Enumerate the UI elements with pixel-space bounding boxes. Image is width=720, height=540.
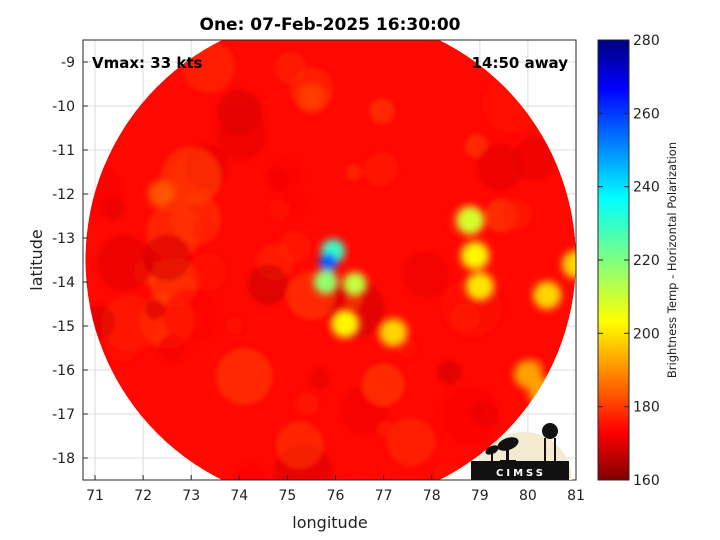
y-tick-label: -10 <box>52 99 75 115</box>
texture-blob <box>191 217 218 244</box>
texture-blob <box>440 386 499 445</box>
texture-blob <box>512 136 557 182</box>
y-axis-ticks: -9 -10 -11 -12 -13 -14 -15 -16 -17 -18 <box>52 55 88 467</box>
colorbar-ticks: 160 180 200 220 240 260 280 <box>598 33 660 489</box>
texture-blob <box>162 287 219 344</box>
feature-point <box>319 253 338 272</box>
texture-blob <box>269 198 290 220</box>
x-tick-label: 73 <box>182 488 200 504</box>
texture-blob <box>464 134 488 158</box>
x-tick-label: 77 <box>375 488 393 504</box>
feature-point <box>456 206 485 235</box>
texture-blob <box>386 417 436 467</box>
time-away-annotation: 14:50 away <box>472 54 569 72</box>
y-tick-label: -13 <box>52 231 75 247</box>
y-tick-label: -15 <box>52 319 75 335</box>
texture-blob <box>345 292 363 310</box>
texture-blob <box>402 251 450 299</box>
texture-blob <box>157 334 186 363</box>
texture-blob <box>345 164 362 181</box>
texture-blob <box>295 392 319 416</box>
swath-layer <box>85 40 576 480</box>
texture-blob <box>226 316 244 334</box>
feature-point <box>313 270 338 294</box>
texture-blob <box>276 421 324 469</box>
y-tick-label: -11 <box>52 143 75 159</box>
texture-blob <box>369 98 395 124</box>
colorbar-label: Brightness Temp - Horizontal Polarizatio… <box>665 142 679 378</box>
colorbar-tick-label: 200 <box>633 326 660 342</box>
feature-point <box>331 309 360 338</box>
colorbar-tick-label: 180 <box>633 400 660 416</box>
feature-point <box>379 318 408 347</box>
feature-point <box>297 83 326 112</box>
texture-blob <box>437 360 462 385</box>
x-tick-label: 81 <box>567 488 585 504</box>
y-tick-label: -16 <box>52 363 75 379</box>
y-tick-label: -18 <box>52 451 75 467</box>
chart-title: One: 07-Feb-2025 16:30:00 <box>200 15 461 35</box>
texture-blob <box>101 294 159 352</box>
axes-frame <box>82 39 577 481</box>
y-tick-label: -12 <box>52 187 75 203</box>
texture-blob <box>189 252 228 291</box>
cimss-logo: CIMSS <box>471 423 572 480</box>
feature-point <box>533 281 562 310</box>
x-axis-ticks: 71 72 73 74 75 76 77 78 79 80 81 <box>86 475 585 504</box>
colorbar-tick-label: 160 <box>633 473 660 489</box>
texture-blob <box>247 264 289 305</box>
feature-point <box>465 272 494 301</box>
feature-point <box>342 272 367 297</box>
texture-blob <box>217 109 268 160</box>
texture-blob <box>362 363 405 406</box>
feature-point <box>148 180 177 208</box>
texture-blob <box>144 299 166 320</box>
feature-point <box>562 250 576 279</box>
colorbar-tick-label: 240 <box>633 180 660 196</box>
texture-blob <box>501 198 533 230</box>
texture-blob <box>363 152 398 187</box>
texture-blob <box>434 460 461 480</box>
y-tick-label: -14 <box>52 275 75 291</box>
colorbar-tick-label: 280 <box>633 33 660 49</box>
colorbar-tick-label: 220 <box>633 253 660 269</box>
x-tick-label: 74 <box>230 488 248 504</box>
x-axis-label: longitude <box>292 513 367 532</box>
x-tick-label: 75 <box>279 488 297 504</box>
y-axis-label: latitude <box>27 229 46 290</box>
texture-blob <box>96 234 154 292</box>
y-tick-label: -9 <box>61 55 75 71</box>
x-tick-label: 72 <box>134 488 152 504</box>
x-tick-label: 79 <box>471 488 489 504</box>
texture-blob <box>215 348 273 405</box>
x-tick-label: 71 <box>86 488 104 504</box>
colorbar-tick-label: 260 <box>633 106 660 122</box>
y-tick-label: -17 <box>52 407 75 423</box>
x-tick-label: 78 <box>423 488 441 504</box>
texture-blob <box>143 233 192 282</box>
vmax-annotation: Vmax: 33 kts <box>92 54 202 72</box>
texture-blob <box>266 167 291 191</box>
x-tick-label: 76 <box>327 488 345 504</box>
x-tick-label: 80 <box>519 488 537 504</box>
colorbar <box>597 39 630 481</box>
texture-blob <box>85 165 123 219</box>
texture-blob <box>309 367 332 390</box>
texture-blob <box>476 143 524 191</box>
feature-point <box>460 241 489 270</box>
logo-text: CIMSS <box>496 468 546 479</box>
